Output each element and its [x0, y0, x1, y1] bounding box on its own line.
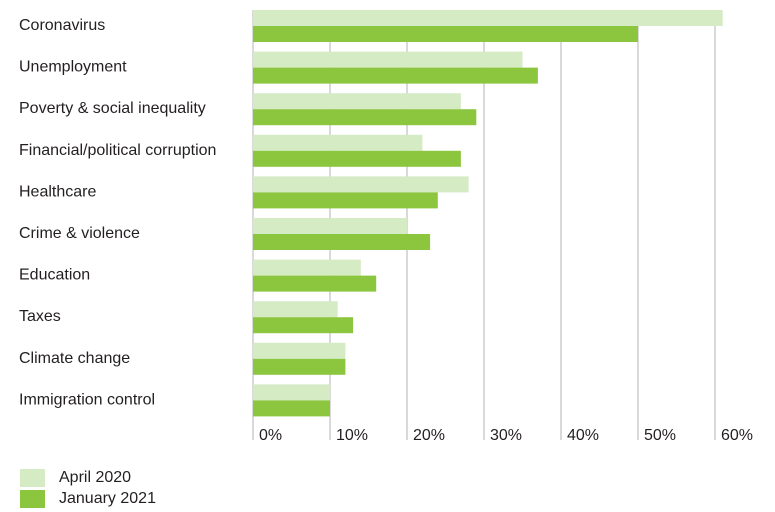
bar-unemployment-january-2021: [253, 67, 538, 84]
x-tick-label-60: 60%: [721, 427, 753, 444]
bar-coronavirus-april-2020: [253, 10, 723, 26]
legend-swatch-january-2021: [20, 489, 45, 508]
bars: [253, 10, 723, 417]
legend-item-january-2021: January 2021: [20, 488, 156, 509]
category-label-healthcare: Healthcare: [19, 183, 96, 200]
legend-item-april-2020: April 2020: [20, 467, 156, 488]
category-label-financial-political-corruption: Financial/political corruption: [19, 142, 216, 159]
legend: April 2020 January 2021: [20, 467, 156, 509]
category-labels: Coronavirus Unemployment Poverty & social …: [19, 17, 216, 408]
x-tick-label-50: 50%: [644, 427, 676, 444]
bar-immigration-control-april-2020: [253, 384, 330, 401]
bar-taxes-april-2020: [253, 301, 338, 318]
category-label-taxes: Taxes: [19, 308, 61, 325]
bar-unemployment-april-2020: [253, 51, 523, 68]
category-label-education: Education: [19, 267, 90, 284]
bar-climate-change-january-2021: [253, 358, 346, 375]
bar-immigration-control-january-2021: [253, 400, 330, 417]
category-label-immigration-control: Immigration control: [19, 391, 155, 408]
x-tick-label-40: 40%: [567, 427, 599, 444]
bar-healthcare-january-2021: [253, 192, 438, 209]
bar-healthcare-april-2020: [253, 176, 469, 193]
legend-swatch-april-2020: [20, 468, 45, 487]
bar-education-april-2020: [253, 259, 361, 276]
category-label-crime-violence: Crime & violence: [19, 225, 140, 242]
bar-climate-change-april-2020: [253, 342, 346, 359]
bar-financial-political-corruption-january-2021: [253, 150, 461, 167]
legend-label-january-2021: January 2021: [59, 489, 156, 507]
category-label-climate-change: Climate change: [19, 350, 130, 367]
x-axis-tick-labels: 0% 10% 20% 30% 40% 50% 60%: [259, 427, 753, 444]
bar-poverty-social-inequality-january-2021: [253, 109, 477, 126]
bar-poverty-social-inequality-april-2020: [253, 93, 461, 110]
legend-label-april-2020: April 2020: [59, 468, 132, 486]
x-tick-label-10: 10%: [336, 427, 368, 444]
bar-crime-violence-january-2021: [253, 234, 431, 250]
bar-education-january-2021: [253, 275, 377, 292]
x-tick-label-0: 0%: [259, 427, 282, 444]
x-tick-label-30: 30%: [490, 427, 522, 444]
bar-financial-political-corruption-april-2020: [253, 134, 423, 151]
category-label-poverty-social-inequality: Poverty & social inequality: [19, 100, 206, 117]
bar-taxes-january-2021: [253, 317, 354, 334]
category-label-unemployment: Unemployment: [19, 59, 127, 76]
category-label-coronavirus: Coronavirus: [19, 17, 105, 34]
bar-crime-violence-april-2020: [253, 218, 407, 234]
x-tick-label-20: 20%: [413, 427, 445, 444]
bar-coronavirus-january-2021: [253, 26, 638, 42]
